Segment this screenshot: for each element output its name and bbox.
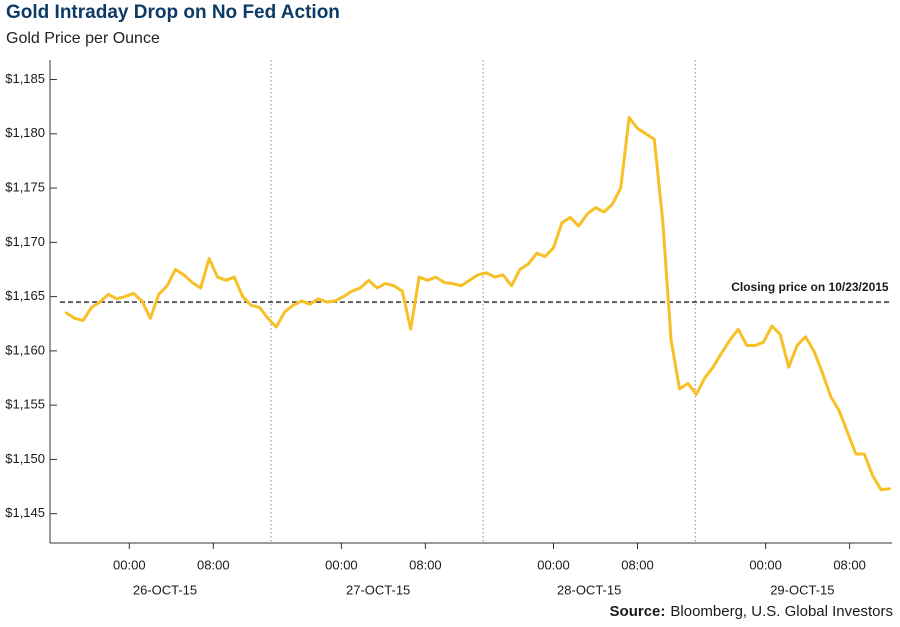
y-tick-label: $1,160: [5, 342, 45, 357]
y-tick-label: $1,170: [5, 234, 45, 249]
source: Source: Bloomberg, U.S. Global Investors: [610, 603, 893, 620]
x-tick-label: 08:00: [409, 557, 442, 572]
y-tick-label: $1,150: [5, 451, 45, 466]
x-tick-label: 00:00: [113, 557, 146, 572]
day-label: 26-OCT-15: [133, 582, 197, 597]
x-tick-label: 00:00: [537, 557, 570, 572]
x-tick-label: 00:00: [325, 557, 358, 572]
x-tick-label: 08:00: [621, 557, 654, 572]
x-tick-label: 08:00: [197, 557, 230, 572]
chart-subtitle: Gold Price per Ounce: [6, 30, 160, 47]
day-label: 28-OCT-15: [557, 582, 621, 597]
day-label: 29-OCT-15: [770, 582, 834, 597]
source-text: Bloomberg, U.S. Global Investors: [670, 603, 893, 620]
x-tick-label: 00:00: [749, 557, 782, 572]
source-label: Source:: [610, 603, 666, 620]
day-label: 27-OCT-15: [346, 582, 410, 597]
y-tick-label: $1,175: [5, 180, 45, 195]
y-tick-label: $1,185: [5, 71, 45, 86]
y-tick-label: $1,165: [5, 288, 45, 303]
annotation: Closing price on 10/23/2015: [731, 280, 889, 294]
price-line: [64, 116, 891, 492]
y-tick-label: $1,145: [5, 505, 45, 520]
chart-title: Gold Intraday Drop on No Fed Action: [6, 2, 340, 23]
y-tick-label: $1,180: [5, 125, 45, 140]
y-tick-label: $1,155: [5, 397, 45, 412]
x-tick-label: 08:00: [833, 557, 866, 572]
